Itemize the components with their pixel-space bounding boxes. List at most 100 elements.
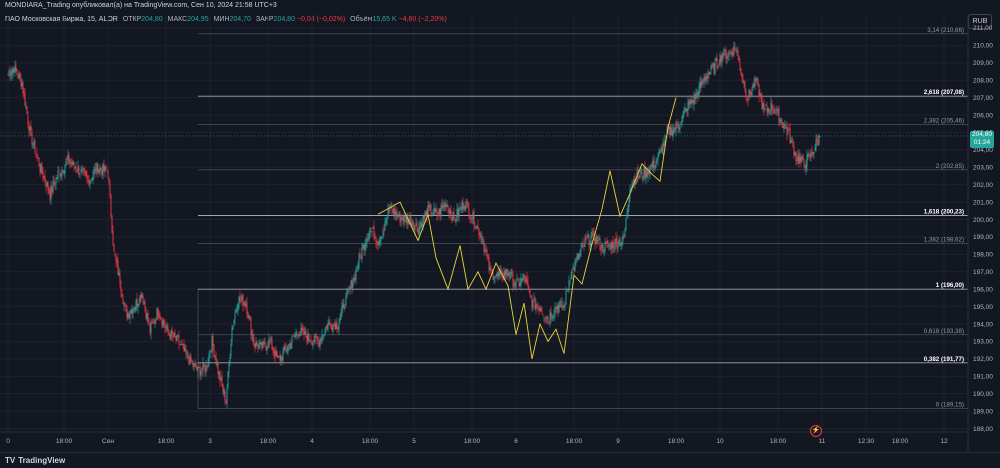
candle-body — [397, 216, 399, 217]
price-chart[interactable]: 0 (189,15) 0,382 (191,77) 0,618 (193,38) 1 … — [0, 0, 1000, 452]
x-tick-label: 10 — [716, 438, 724, 445]
candle-body — [209, 352, 211, 354]
candle-body — [811, 151, 813, 154]
candle-body — [801, 156, 803, 162]
candle-body — [671, 129, 673, 136]
candle-body — [758, 84, 760, 97]
candle-body — [558, 305, 560, 313]
candle-body — [271, 339, 273, 349]
candle-body — [158, 314, 160, 318]
candle-body — [325, 326, 327, 328]
candle-body — [456, 208, 458, 218]
candle-body — [502, 277, 504, 279]
candle-body — [753, 84, 755, 88]
candle-body — [562, 306, 564, 308]
candle-body — [84, 171, 86, 174]
candle-body — [186, 353, 188, 354]
candle-body — [147, 312, 149, 322]
candle-body — [329, 323, 331, 325]
candle-body — [664, 135, 666, 146]
candle-body — [323, 334, 325, 335]
candle-body — [498, 273, 500, 277]
candle-body — [120, 286, 122, 292]
candle-body — [101, 170, 103, 175]
candle-body — [164, 325, 166, 328]
candle-body — [224, 391, 226, 402]
candle-body — [100, 167, 102, 170]
candle-body — [31, 131, 33, 145]
candle-body — [778, 107, 780, 123]
candle-body — [805, 166, 807, 170]
candle-body — [732, 52, 734, 57]
candle-body — [804, 165, 806, 168]
candle-body — [400, 217, 402, 222]
candle-body — [207, 362, 209, 366]
candle-body — [145, 308, 147, 318]
y-tick-label: 194,00 — [973, 321, 993, 328]
candle-body — [445, 204, 447, 208]
fib-level-label: 1,382 (198,62) — [924, 237, 964, 244]
candle-body — [569, 280, 571, 282]
candle-body — [545, 316, 547, 319]
candle-body — [734, 47, 736, 49]
candle-body — [178, 334, 180, 345]
candle-body — [814, 147, 816, 151]
candle-body — [453, 213, 455, 219]
candle-body — [785, 126, 787, 129]
candle-body — [434, 208, 436, 211]
candle-body — [521, 278, 523, 280]
candle-body — [296, 333, 298, 335]
candle-body — [228, 363, 230, 373]
candle-body — [500, 269, 502, 271]
candle-body — [52, 181, 54, 193]
candle-body — [229, 356, 231, 364]
candle-body — [766, 107, 768, 112]
candle-body — [69, 161, 71, 163]
candle-body — [241, 296, 243, 300]
candle-body — [40, 163, 42, 173]
candle-body — [341, 305, 343, 314]
candle-body — [188, 361, 190, 366]
candle-body — [392, 209, 394, 214]
y-tick-label: 208,00 — [973, 77, 993, 84]
candle-body — [65, 160, 67, 166]
candle-body — [27, 115, 29, 125]
candle-body — [586, 236, 588, 238]
candle-body — [183, 344, 185, 352]
candle-body — [490, 268, 492, 271]
candle-body — [143, 302, 145, 304]
lightning-icon[interactable]: ⚡ — [810, 425, 822, 437]
candle-body — [295, 332, 297, 337]
candle-body — [580, 248, 582, 253]
candle-body — [819, 135, 821, 138]
y-tick-label: 196,00 — [973, 286, 993, 293]
candle-body — [469, 217, 471, 219]
candle-body — [564, 305, 566, 307]
candle-body — [674, 128, 676, 130]
candle-body — [460, 208, 462, 210]
candle-body — [511, 269, 513, 274]
candle-body — [648, 170, 650, 175]
candle-body — [690, 100, 692, 104]
candle-body — [485, 250, 487, 252]
candle-body — [607, 240, 609, 247]
candle-body — [624, 229, 626, 237]
candle-body — [206, 365, 208, 368]
candle-body — [646, 169, 648, 177]
candle-body — [338, 323, 340, 330]
candle-body — [21, 83, 23, 86]
candle-body — [49, 191, 51, 199]
candle-body — [64, 165, 66, 174]
candle-body — [557, 304, 559, 312]
candle-body — [633, 179, 635, 185]
candle-body — [748, 89, 750, 99]
candle-body — [570, 277, 572, 280]
candle-body — [222, 384, 224, 392]
candle-body — [60, 173, 62, 177]
candle-body — [29, 127, 31, 131]
candle-body — [163, 320, 165, 325]
candle-body — [746, 96, 748, 98]
candle-body — [32, 143, 34, 146]
candle-body — [573, 267, 575, 271]
candle-body — [686, 109, 688, 113]
